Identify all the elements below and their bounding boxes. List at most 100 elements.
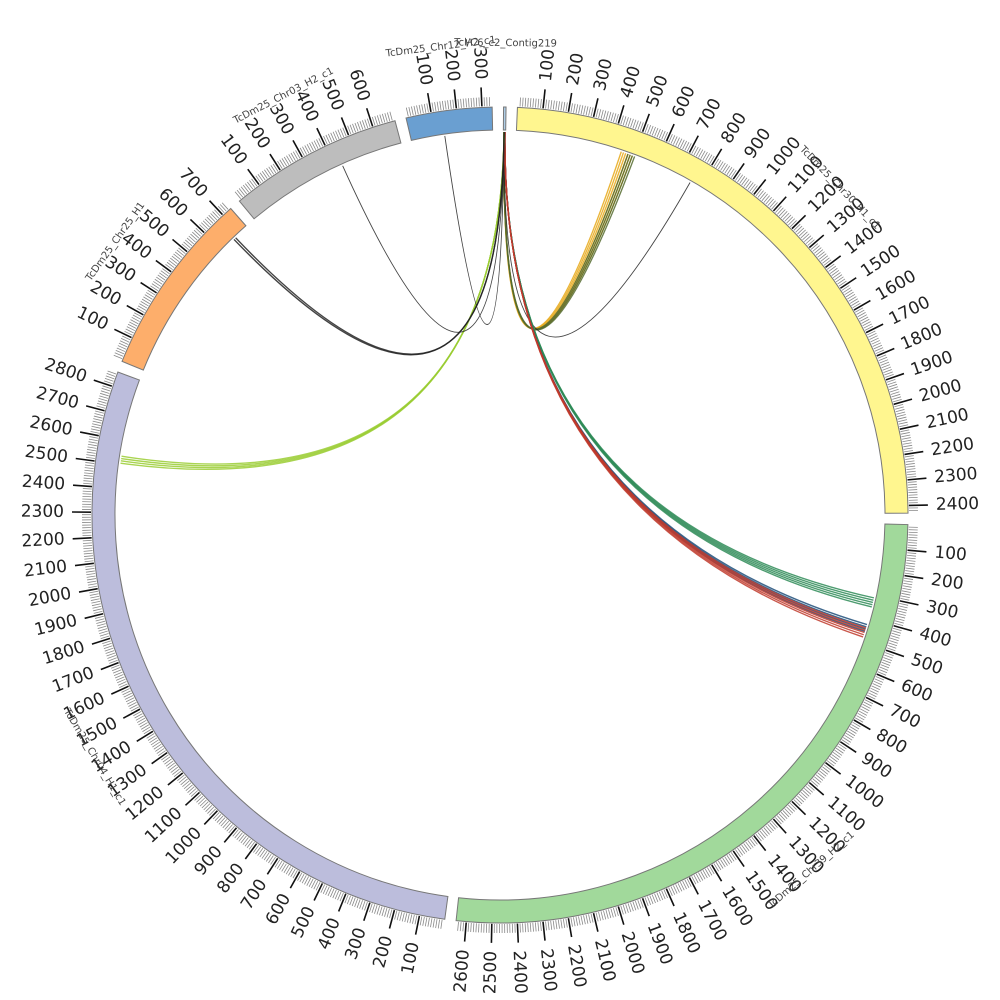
minor-tick [877, 354, 887, 359]
major-tick [167, 772, 184, 786]
segment-chr39 [455, 523, 909, 924]
minor-tick [882, 659, 892, 664]
minor-tick [136, 717, 146, 723]
minor-tick [555, 920, 558, 930]
minor-tick [435, 919, 438, 929]
minor-tick [83, 552, 93, 555]
minor-tick [771, 202, 778, 210]
major-tick [567, 92, 573, 112]
minor-tick [885, 652, 894, 657]
minor-tick [867, 694, 876, 700]
minor-tick [130, 319, 139, 325]
minor-tick [858, 314, 868, 320]
minor-tick [92, 423, 101, 427]
minor-tick [160, 270, 169, 277]
tick-label: 2200 [563, 943, 590, 989]
minor-tick [268, 166, 275, 175]
minor-tick [852, 302, 861, 309]
minor-tick [352, 123, 357, 133]
minor-tick [238, 188, 246, 196]
minor-tick [600, 109, 604, 119]
minor-tick [199, 799, 207, 807]
minor-tick [405, 107, 409, 117]
minor-tick [900, 597, 910, 601]
minor-tick [259, 849, 266, 858]
minor-tick [327, 133, 333, 143]
major-tick [791, 800, 807, 816]
minor-tick [146, 733, 155, 739]
minor-tick [126, 326, 136, 332]
major-tick [313, 883, 324, 901]
minor-tick [743, 843, 750, 851]
minor-tick [96, 405, 106, 409]
minor-tick [728, 853, 735, 862]
minor-tick [89, 593, 99, 596]
minor-tick [444, 100, 447, 110]
minor-tick [115, 676, 125, 681]
minor-tick [907, 544, 917, 547]
minor-tick [552, 100, 555, 110]
major-tick [899, 600, 919, 606]
minor-tick [898, 419, 908, 423]
minor-tick [889, 640, 898, 644]
minor-tick [828, 758, 837, 765]
minor-tick [693, 874, 699, 884]
minor-tick [349, 896, 354, 906]
minor-tick [98, 397, 108, 402]
tick-label: 600 [898, 675, 936, 706]
minor-tick [874, 678, 884, 683]
minor-tick [855, 307, 864, 313]
minor-tick [384, 113, 388, 122]
minor-tick [620, 905, 624, 915]
minor-tick [125, 328, 134, 334]
minor-tick [364, 119, 369, 129]
minor-tick [357, 121, 361, 131]
minor-tick [637, 121, 642, 131]
minor-tick [900, 595, 910, 599]
minor-tick [818, 770, 827, 777]
minor-tick [872, 683, 882, 688]
minor-tick [841, 739, 850, 745]
minor-tick [852, 721, 861, 728]
minor-tick [168, 259, 177, 266]
minor-tick [898, 607, 908, 611]
major-tick [426, 93, 432, 113]
minor-tick [288, 154, 294, 163]
major-tick [839, 277, 857, 289]
minor-tick [867, 330, 876, 336]
minor-tick [864, 325, 874, 331]
minor-tick [221, 202, 229, 210]
minor-tick [590, 913, 594, 923]
major-tick [171, 238, 188, 253]
minor-tick [908, 486, 918, 488]
minor-tick [140, 301, 149, 307]
minor-tick [185, 784, 193, 792]
minor-tick [299, 147, 305, 156]
major-tick [808, 234, 825, 249]
minor-tick [376, 905, 380, 915]
minor-tick [136, 307, 145, 313]
minor-tick [84, 560, 94, 563]
minor-tick [906, 468, 916, 471]
minor-tick [105, 375, 115, 380]
major-tick [453, 89, 458, 109]
major-tick [893, 624, 913, 632]
minor-tick [651, 894, 656, 904]
minor-tick [158, 750, 166, 757]
minor-tick [369, 903, 373, 913]
minor-tick [627, 903, 632, 913]
minor-tick [735, 172, 741, 181]
minor-tick [540, 99, 542, 109]
minor-tick [892, 627, 902, 632]
minor-tick [580, 915, 584, 925]
minor-tick [436, 101, 439, 111]
major-tick [567, 918, 573, 938]
minor-tick [84, 472, 94, 475]
minor-tick [677, 883, 683, 892]
minor-tick [620, 115, 624, 125]
minor-tick [140, 724, 150, 730]
minor-tick [798, 229, 806, 237]
minor-tick [682, 140, 687, 150]
minor-tick [124, 330, 133, 336]
tick-label: 2200 [930, 434, 976, 460]
